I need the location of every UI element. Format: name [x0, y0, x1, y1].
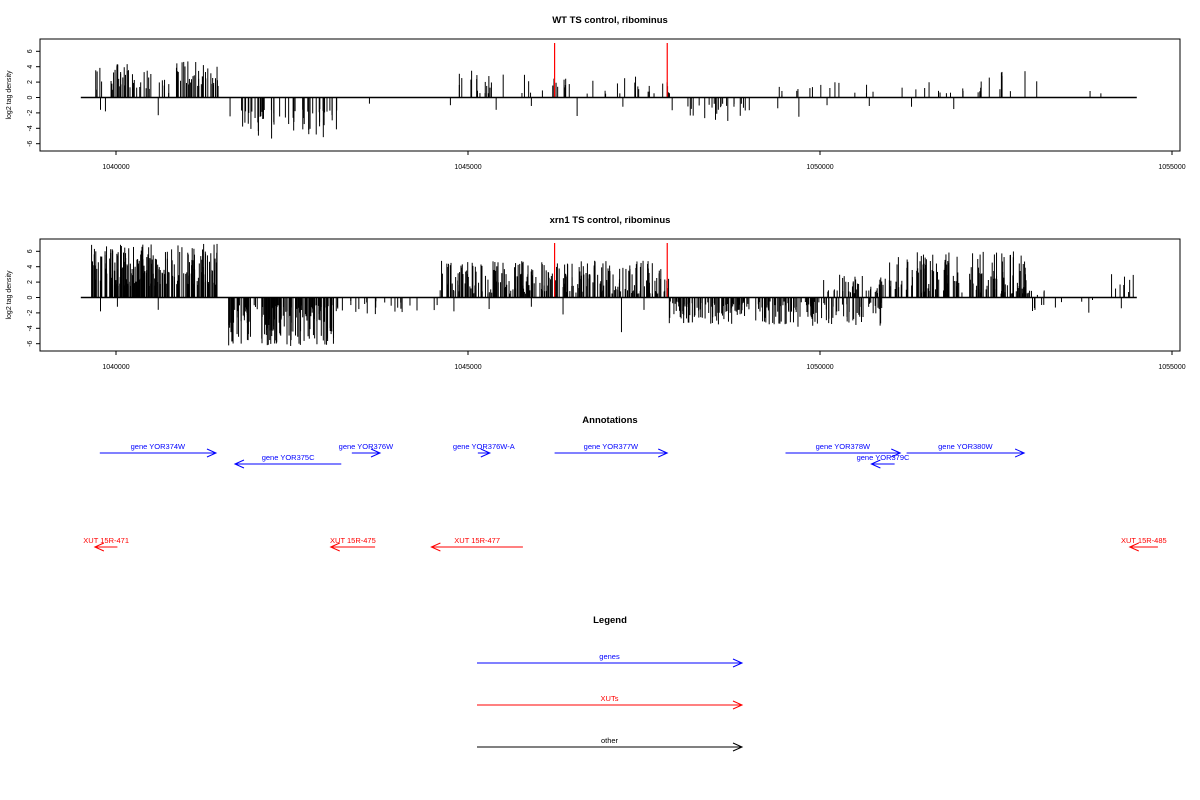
gene-feature: gene YOR378W	[785, 442, 902, 458]
x-tick-label: 1045000	[454, 164, 481, 171]
xut-feature: XUT 15R-477	[430, 536, 523, 552]
gene-feature: gene YOR375C	[233, 453, 342, 469]
feature-label: other	[601, 736, 619, 745]
feature-label: gene YOR375C	[262, 453, 315, 462]
feature-arrow-head	[732, 742, 744, 752]
feature-label: gene YOR376W	[339, 442, 394, 451]
feature-arrow-head	[870, 459, 881, 469]
legend-item: XUTs	[477, 694, 744, 710]
xrn1-highlight-group	[553, 243, 668, 298]
feature-arrow-head	[370, 448, 382, 458]
y-tick-label: 2	[27, 280, 34, 284]
feature-arrow-head	[93, 542, 105, 552]
feature-arrow-head	[206, 448, 218, 458]
x-tick-label: 1050000	[806, 364, 833, 371]
xut-feature: XUT 15R-471	[83, 536, 129, 552]
legend: Legend genes XUTs other	[477, 615, 744, 752]
feature-label: gene YOR377W	[584, 442, 639, 451]
wt-y-axis-label: log2 tag density	[6, 70, 13, 120]
feature-label: XUT 15R-471	[83, 536, 129, 545]
feature-arrow-head	[891, 448, 902, 458]
xrn1-coverage-panel: xrn1 TS control, ribominus log2 tag dens…	[6, 215, 1186, 371]
feature-label: XUT 15R-477	[454, 536, 500, 545]
feature-label: XUT 15R-485	[1121, 536, 1167, 545]
legend-item: genes	[477, 652, 744, 668]
gene-arrow-group: gene YOR374W gene YOR375C gene YOR376W gene…	[99, 442, 1026, 469]
feature-arrow-head	[732, 658, 744, 668]
gene-feature: gene YOR376W-A	[453, 442, 515, 458]
annotations-title: Annotations	[582, 415, 637, 426]
wt-x-axis: 1040000 1045000 1050000 1055000	[102, 151, 1186, 171]
y-tick-label: 4	[27, 65, 34, 69]
x-tick-label: 1050000	[806, 164, 833, 171]
x-tick-label: 1040000	[102, 164, 129, 171]
y-tick-label: 6	[27, 249, 34, 253]
y-tick-label: 6	[27, 49, 34, 53]
xrn1-panel-title: xrn1 TS control, ribominus	[550, 215, 671, 226]
wt-y-axis: -6 -4 -2 0 2 4 6	[27, 49, 40, 147]
y-tick-label: -2	[27, 110, 34, 116]
wt-highlight-group	[553, 43, 668, 98]
y-tick-label: -4	[27, 125, 34, 131]
feature-arrow-head	[480, 448, 492, 458]
feature-arrow-head	[329, 542, 340, 552]
feature-label: XUTs	[601, 694, 619, 703]
gene-feature: gene YOR377W	[554, 442, 669, 458]
legend-title: Legend	[593, 615, 627, 626]
xrn1-y-axis: -6 -4 -2 0 2 4 6	[27, 249, 40, 347]
feature-arrow-head	[1014, 448, 1026, 458]
xrn1-plot-frame	[39, 238, 1181, 352]
wt-coverage-panel: WT TS control, ribominus log2 tag densit…	[6, 15, 1186, 171]
y-tick-label: 4	[27, 265, 34, 269]
xrn1-bar-group	[91, 243, 1134, 346]
feature-label: gene YOR380W	[938, 442, 993, 451]
gene-feature: gene YOR376W	[339, 442, 394, 458]
feature-label: gene YOR376W-A	[453, 442, 515, 451]
gene-feature: gene YOR379C	[857, 453, 910, 469]
y-tick-label: -6	[27, 140, 34, 146]
xrn1-y-axis-label: log2 tag density	[6, 270, 13, 320]
xut-arrow-group: XUT 15R-471 XUT 15R-475 XUT 15R-477 XUT 15R…	[83, 536, 1167, 552]
feature-label: XUT 15R-475	[330, 536, 376, 545]
feature-arrow-head	[1128, 542, 1139, 552]
feature-label: gene YOR378W	[816, 442, 871, 451]
y-tick-label: 2	[27, 80, 34, 84]
wt-bar-group	[95, 61, 1102, 139]
x-tick-label: 1055000	[1158, 364, 1185, 371]
y-tick-label: -6	[27, 340, 34, 346]
y-tick-label: 0	[27, 95, 34, 99]
feature-arrow-head	[233, 459, 245, 469]
gene-feature: gene YOR374W	[99, 442, 218, 458]
y-tick-label: -4	[27, 325, 34, 331]
x-tick-label: 1055000	[1158, 164, 1185, 171]
gene-feature: gene YOR380W	[906, 442, 1026, 458]
xut-feature: XUT 15R-485	[1121, 536, 1167, 552]
y-tick-label: 0	[27, 295, 34, 299]
feature-arrow-head	[430, 542, 441, 552]
feature-label: gene YOR379C	[857, 453, 910, 462]
y-tick-label: -2	[27, 310, 34, 316]
feature-arrow-head	[732, 700, 744, 710]
wt-plot-frame	[39, 38, 1181, 152]
legend-items: genes XUTs other	[477, 652, 744, 752]
x-tick-label: 1040000	[102, 364, 129, 371]
feature-label: gene YOR374W	[131, 442, 186, 451]
xut-feature: XUT 15R-475	[329, 536, 376, 552]
xrn1-x-axis: 1040000 1045000 1050000 1055000	[102, 351, 1186, 371]
wt-panel-title: WT TS control, ribominus	[552, 15, 668, 26]
x-tick-label: 1045000	[454, 364, 481, 371]
legend-item: other	[477, 736, 744, 752]
feature-arrow-head	[658, 448, 669, 458]
feature-label: genes	[599, 652, 620, 661]
